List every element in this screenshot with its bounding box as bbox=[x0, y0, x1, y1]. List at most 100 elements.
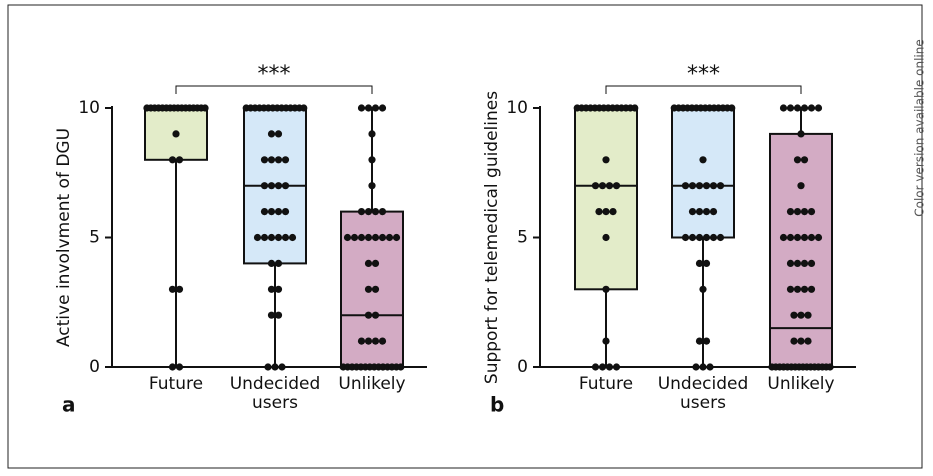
data-point bbox=[804, 337, 812, 345]
data-point bbox=[274, 285, 283, 293]
box bbox=[769, 132, 833, 368]
data-point bbox=[793, 156, 802, 164]
data-point bbox=[591, 363, 600, 371]
data-point bbox=[681, 233, 690, 242]
data-point bbox=[602, 208, 610, 216]
data-point bbox=[274, 259, 283, 267]
x-tick-label: Unlikely bbox=[338, 374, 406, 394]
data-point bbox=[695, 233, 704, 242]
data-point bbox=[786, 104, 795, 112]
data-point bbox=[278, 363, 286, 371]
data-point bbox=[605, 182, 614, 190]
data-point bbox=[175, 156, 184, 164]
data-point bbox=[168, 363, 177, 371]
data-point bbox=[706, 363, 714, 371]
data-point bbox=[716, 233, 725, 242]
data-point bbox=[264, 363, 272, 371]
data-point bbox=[343, 233, 352, 242]
significance-bracket bbox=[175, 85, 373, 94]
panel-label: a bbox=[62, 393, 76, 417]
box bbox=[574, 107, 638, 291]
data-point bbox=[378, 104, 387, 112]
data-point bbox=[274, 208, 283, 216]
data-point bbox=[364, 233, 373, 242]
data-point bbox=[797, 311, 805, 319]
data-point bbox=[797, 182, 805, 190]
data-point bbox=[702, 259, 711, 267]
data-point bbox=[368, 130, 376, 138]
data-point bbox=[793, 104, 802, 112]
data-point bbox=[605, 363, 614, 371]
data-point bbox=[371, 259, 380, 267]
data-point bbox=[779, 104, 788, 112]
data-point bbox=[804, 311, 812, 319]
data-point bbox=[699, 363, 707, 371]
box bbox=[671, 107, 735, 239]
y-tick-label: 5 bbox=[89, 228, 100, 248]
data-point bbox=[260, 208, 269, 216]
data-point bbox=[371, 208, 380, 216]
data-point bbox=[688, 208, 697, 216]
data-point bbox=[688, 182, 697, 190]
data-point bbox=[807, 233, 816, 242]
data-point bbox=[591, 182, 600, 190]
data-point bbox=[378, 337, 387, 345]
data-point bbox=[281, 208, 290, 216]
data-point bbox=[267, 259, 276, 267]
data-point bbox=[267, 130, 276, 138]
data-point bbox=[274, 156, 283, 164]
data-point bbox=[357, 208, 366, 216]
significance: *** bbox=[687, 62, 720, 87]
x-tick-label: Undecided users bbox=[229, 374, 321, 413]
data-point bbox=[274, 311, 283, 319]
data-point bbox=[267, 208, 276, 216]
data-point bbox=[800, 285, 809, 293]
data-point bbox=[807, 259, 816, 267]
data-point bbox=[612, 182, 621, 190]
data-point bbox=[392, 233, 401, 242]
data-point bbox=[371, 311, 380, 319]
data-point bbox=[602, 233, 610, 242]
data-point bbox=[602, 337, 610, 345]
significance: *** bbox=[258, 62, 291, 87]
data-point bbox=[201, 104, 209, 112]
y-axis-label: Active involvment of DGU bbox=[54, 128, 74, 347]
data-point bbox=[826, 363, 834, 371]
frame bbox=[7, 4, 923, 469]
data-point bbox=[368, 182, 376, 190]
data-point bbox=[790, 311, 798, 319]
data-point bbox=[371, 337, 380, 345]
data-point bbox=[695, 259, 704, 267]
data-point bbox=[786, 285, 795, 293]
data-point bbox=[699, 285, 707, 293]
data-point bbox=[807, 285, 816, 293]
data-point bbox=[814, 233, 823, 242]
data-point bbox=[357, 337, 366, 345]
significance-bracket bbox=[605, 85, 802, 94]
y-tick-label: 10 bbox=[506, 98, 528, 118]
data-point bbox=[797, 130, 805, 138]
data-point bbox=[364, 104, 373, 112]
data-point bbox=[364, 311, 373, 319]
data-point bbox=[699, 156, 707, 164]
data-point bbox=[793, 233, 802, 242]
data-point bbox=[385, 233, 394, 242]
data-point bbox=[260, 233, 269, 242]
data-point bbox=[688, 233, 697, 242]
data-point bbox=[800, 156, 809, 164]
data-point bbox=[702, 233, 711, 242]
data-point bbox=[814, 104, 823, 112]
data-point bbox=[692, 363, 700, 371]
data-point bbox=[267, 182, 276, 190]
data-point bbox=[172, 130, 180, 138]
data-point bbox=[378, 233, 387, 242]
data-point bbox=[793, 208, 802, 216]
data-point bbox=[350, 233, 359, 242]
data-point bbox=[790, 337, 798, 345]
data-point bbox=[595, 208, 603, 216]
data-point bbox=[371, 104, 380, 112]
x-tick-label: Undecided users bbox=[657, 374, 749, 413]
data-point bbox=[702, 182, 711, 190]
